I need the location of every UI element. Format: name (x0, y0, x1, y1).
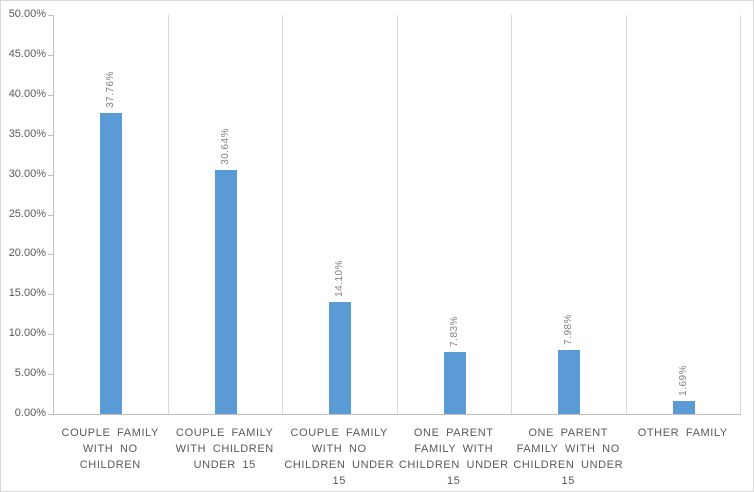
category-label-line: COUPLE FAMILY (176, 427, 274, 439)
y-axis-tick-mark (48, 294, 53, 296)
bar (214, 169, 237, 414)
y-axis-tick-label: 35.00% (8, 127, 46, 140)
y-axis-tick-label: 25.00% (8, 207, 46, 220)
category-label-line: FAMILY WITH (414, 443, 494, 455)
y-axis-tick-mark (48, 94, 53, 96)
category-label: OTHER FAMILY (626, 425, 741, 441)
bar (329, 301, 352, 414)
category-label-line: 15 (447, 475, 461, 487)
category-separator-line (625, 15, 627, 414)
category-label-line: OTHER FAMILY (637, 427, 728, 439)
category-separator-line (511, 15, 512, 414)
category-label-line: ONE PARENT (413, 427, 494, 439)
y-axis-tick-label: 20.00% (8, 247, 46, 260)
bar-data-label: 30.64% (219, 127, 231, 165)
category-label: ONE PARENT FAMILY WITH NO CHILDREN UNDER 15 (511, 425, 626, 489)
bar-data-label: 7.83% (448, 315, 460, 347)
category-label-line: CHILDREN (79, 459, 141, 471)
y-axis-tick-mark (48, 374, 53, 376)
y-axis-tick-mark (48, 134, 53, 136)
y-axis-tick-label: 15.00% (8, 287, 46, 300)
category-label: COUPLE FAMILY WITH NO CHILDREN (53, 425, 168, 473)
bar-data-label: 7.98% (563, 314, 575, 346)
category-label-line: COUPLE FAMILY (61, 427, 159, 439)
category-label-line: 15 (561, 475, 575, 487)
y-axis-tick-mark (48, 15, 53, 16)
category-separator-line (740, 15, 741, 414)
bar (100, 112, 123, 414)
bar-data-label: 1.69% (677, 364, 689, 396)
category-separator-line (167, 15, 169, 414)
category-label-line: FAMILY WITH NO (516, 443, 620, 455)
bar (443, 351, 466, 414)
category-label-line: 15 (332, 475, 346, 487)
category-label-line: CHILDREN UNDER (284, 459, 395, 471)
category-label-line: WITH CHILDREN (175, 443, 274, 455)
category-label-line: WITH NO (82, 443, 138, 455)
y-axis-tick-mark (48, 174, 53, 176)
y-axis-tick-mark (48, 254, 53, 256)
category-label-line: WITH NO (311, 443, 367, 455)
y-axis-tick-mark (48, 414, 53, 415)
category-label-line: UNDER 15 (193, 459, 256, 471)
bar-data-label: 37.76% (105, 70, 117, 108)
y-axis-tick-mark (48, 214, 53, 216)
category-label: COUPLE FAMILY WITH NO CHILDREN UNDER 15 (282, 425, 397, 489)
category-separator-line (282, 15, 283, 414)
y-axis-tick-label: 45.00% (8, 47, 46, 60)
category-label-line: CHILDREN UNDER (513, 459, 624, 471)
y-axis-tick-label: 30.00% (8, 167, 46, 180)
y-axis-tick-label: 10.00% (8, 327, 46, 340)
bar-data-label: 14.10% (334, 259, 346, 297)
bar (672, 400, 695, 414)
bar (558, 350, 581, 414)
plot-area: 37.76% 30.64% 14.10% 7.83% 7.98% 1.69% (53, 15, 741, 415)
y-axis-tick-label: 5.00% (14, 367, 46, 380)
y-axis-tick-mark (48, 54, 53, 56)
category-label-line: ONE PARENT (528, 427, 609, 439)
category-label-line: COUPLE FAMILY (290, 427, 388, 439)
category-label-line: CHILDREN UNDER (398, 459, 509, 471)
category-separator-line (396, 15, 398, 414)
y-axis-tick-label: 40.00% (8, 87, 46, 100)
y-axis-tick-label: 50.00% (8, 8, 46, 20)
y-axis-tick-label: 0.00% (14, 407, 46, 419)
category-label: ONE PARENT FAMILY WITH CHILDREN UNDER 15 (397, 425, 512, 489)
y-axis-tick-mark (48, 334, 53, 336)
category-label: COUPLE FAMILY WITH CHILDREN UNDER 15 (168, 425, 283, 473)
